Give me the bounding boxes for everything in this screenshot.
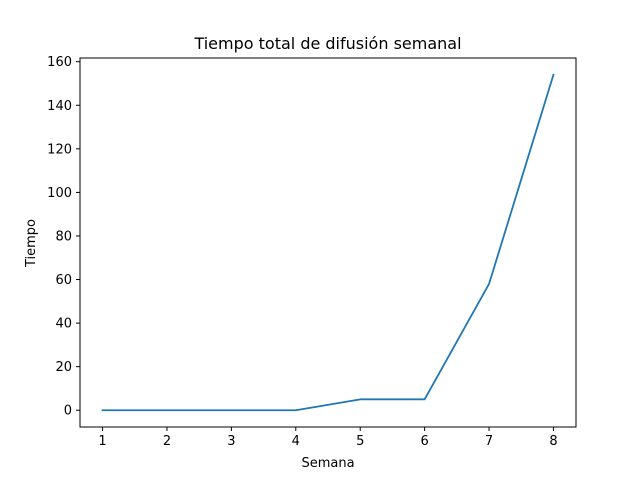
y-axis-ticks: 0 20 40 60 80 100 120 140 160 — [47, 55, 80, 419]
x-tick-label: 4 — [292, 434, 300, 449]
y-tick-label: 40 — [55, 317, 72, 332]
y-tick-label: 100 — [47, 186, 72, 201]
x-axis-label: Semana — [301, 456, 354, 471]
series-layer — [101, 73, 555, 412]
x-tick-label: 5 — [356, 434, 364, 449]
y-tick-label: 80 — [55, 229, 72, 244]
series-line — [101, 73, 555, 412]
chart-title: Tiempo total de difusión semanal — [193, 34, 461, 53]
y-tick-label: 0 — [64, 404, 72, 419]
y-tick-label: 120 — [47, 142, 72, 157]
x-tick-label: 2 — [163, 434, 171, 449]
x-tick-label: 6 — [420, 434, 428, 449]
plot-frame — [79, 57, 577, 428]
x-tick-label: 8 — [549, 434, 557, 449]
y-tick-label: 160 — [47, 55, 72, 70]
y-tick-label: 140 — [47, 99, 72, 114]
x-tick-label: 3 — [227, 434, 235, 449]
y-tick-label: 60 — [55, 273, 72, 288]
x-tick-label: 1 — [98, 434, 106, 449]
x-axis-ticks: 1 2 3 4 5 6 7 8 — [98, 427, 558, 449]
y-axis-label: Tiempo — [24, 219, 39, 268]
x-tick-label: 7 — [485, 434, 493, 449]
y-tick-label: 20 — [55, 360, 72, 375]
